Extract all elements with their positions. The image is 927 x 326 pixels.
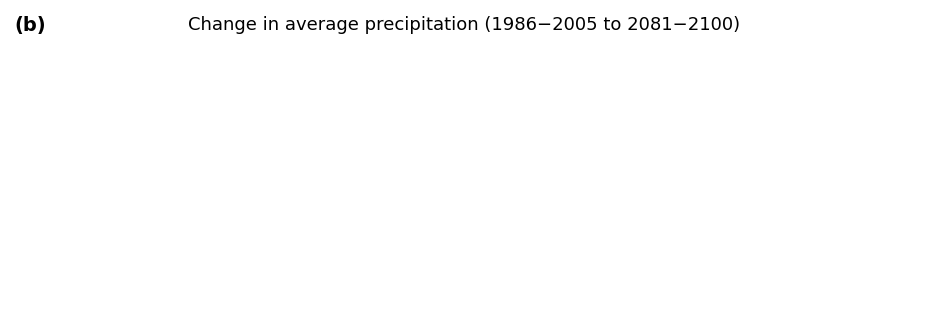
Text: (b): (b) xyxy=(14,16,45,35)
Text: Change in average precipitation (1986−2005 to 2081−2100): Change in average precipitation (1986−20… xyxy=(188,16,739,34)
